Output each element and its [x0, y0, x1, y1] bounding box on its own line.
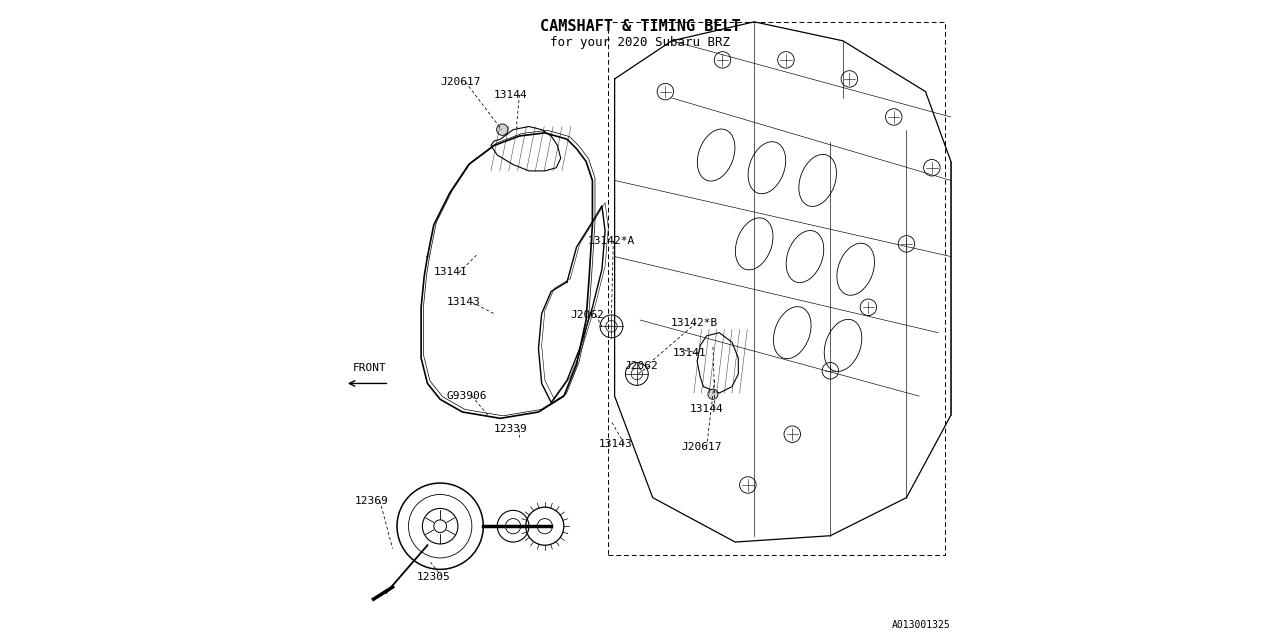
Circle shape	[708, 389, 718, 399]
Polygon shape	[492, 127, 561, 171]
Text: 13144: 13144	[690, 404, 723, 414]
Text: 13141: 13141	[434, 268, 467, 277]
Text: 13142*A: 13142*A	[588, 236, 635, 246]
Text: J20617: J20617	[681, 442, 722, 452]
Text: J2062: J2062	[625, 361, 658, 371]
Text: FRONT: FRONT	[353, 363, 387, 372]
Text: 13141: 13141	[673, 348, 707, 358]
Text: CAMSHAFT & TIMING BELT: CAMSHAFT & TIMING BELT	[540, 19, 740, 34]
Text: 12369: 12369	[355, 496, 388, 506]
Circle shape	[497, 124, 508, 136]
Text: J2062: J2062	[570, 310, 604, 320]
Text: 13142*B: 13142*B	[671, 318, 718, 328]
Text: G93906: G93906	[447, 391, 486, 401]
Text: A013001325: A013001325	[892, 620, 951, 630]
Text: 13144: 13144	[494, 90, 527, 100]
Text: J20617: J20617	[440, 77, 481, 87]
Text: 13143: 13143	[447, 297, 480, 307]
Text: 12339: 12339	[494, 424, 527, 434]
Polygon shape	[698, 333, 739, 393]
Text: 12305: 12305	[417, 572, 451, 582]
Text: 13143: 13143	[599, 438, 632, 449]
Text: for your 2020 Subaru BRZ: for your 2020 Subaru BRZ	[550, 36, 730, 49]
